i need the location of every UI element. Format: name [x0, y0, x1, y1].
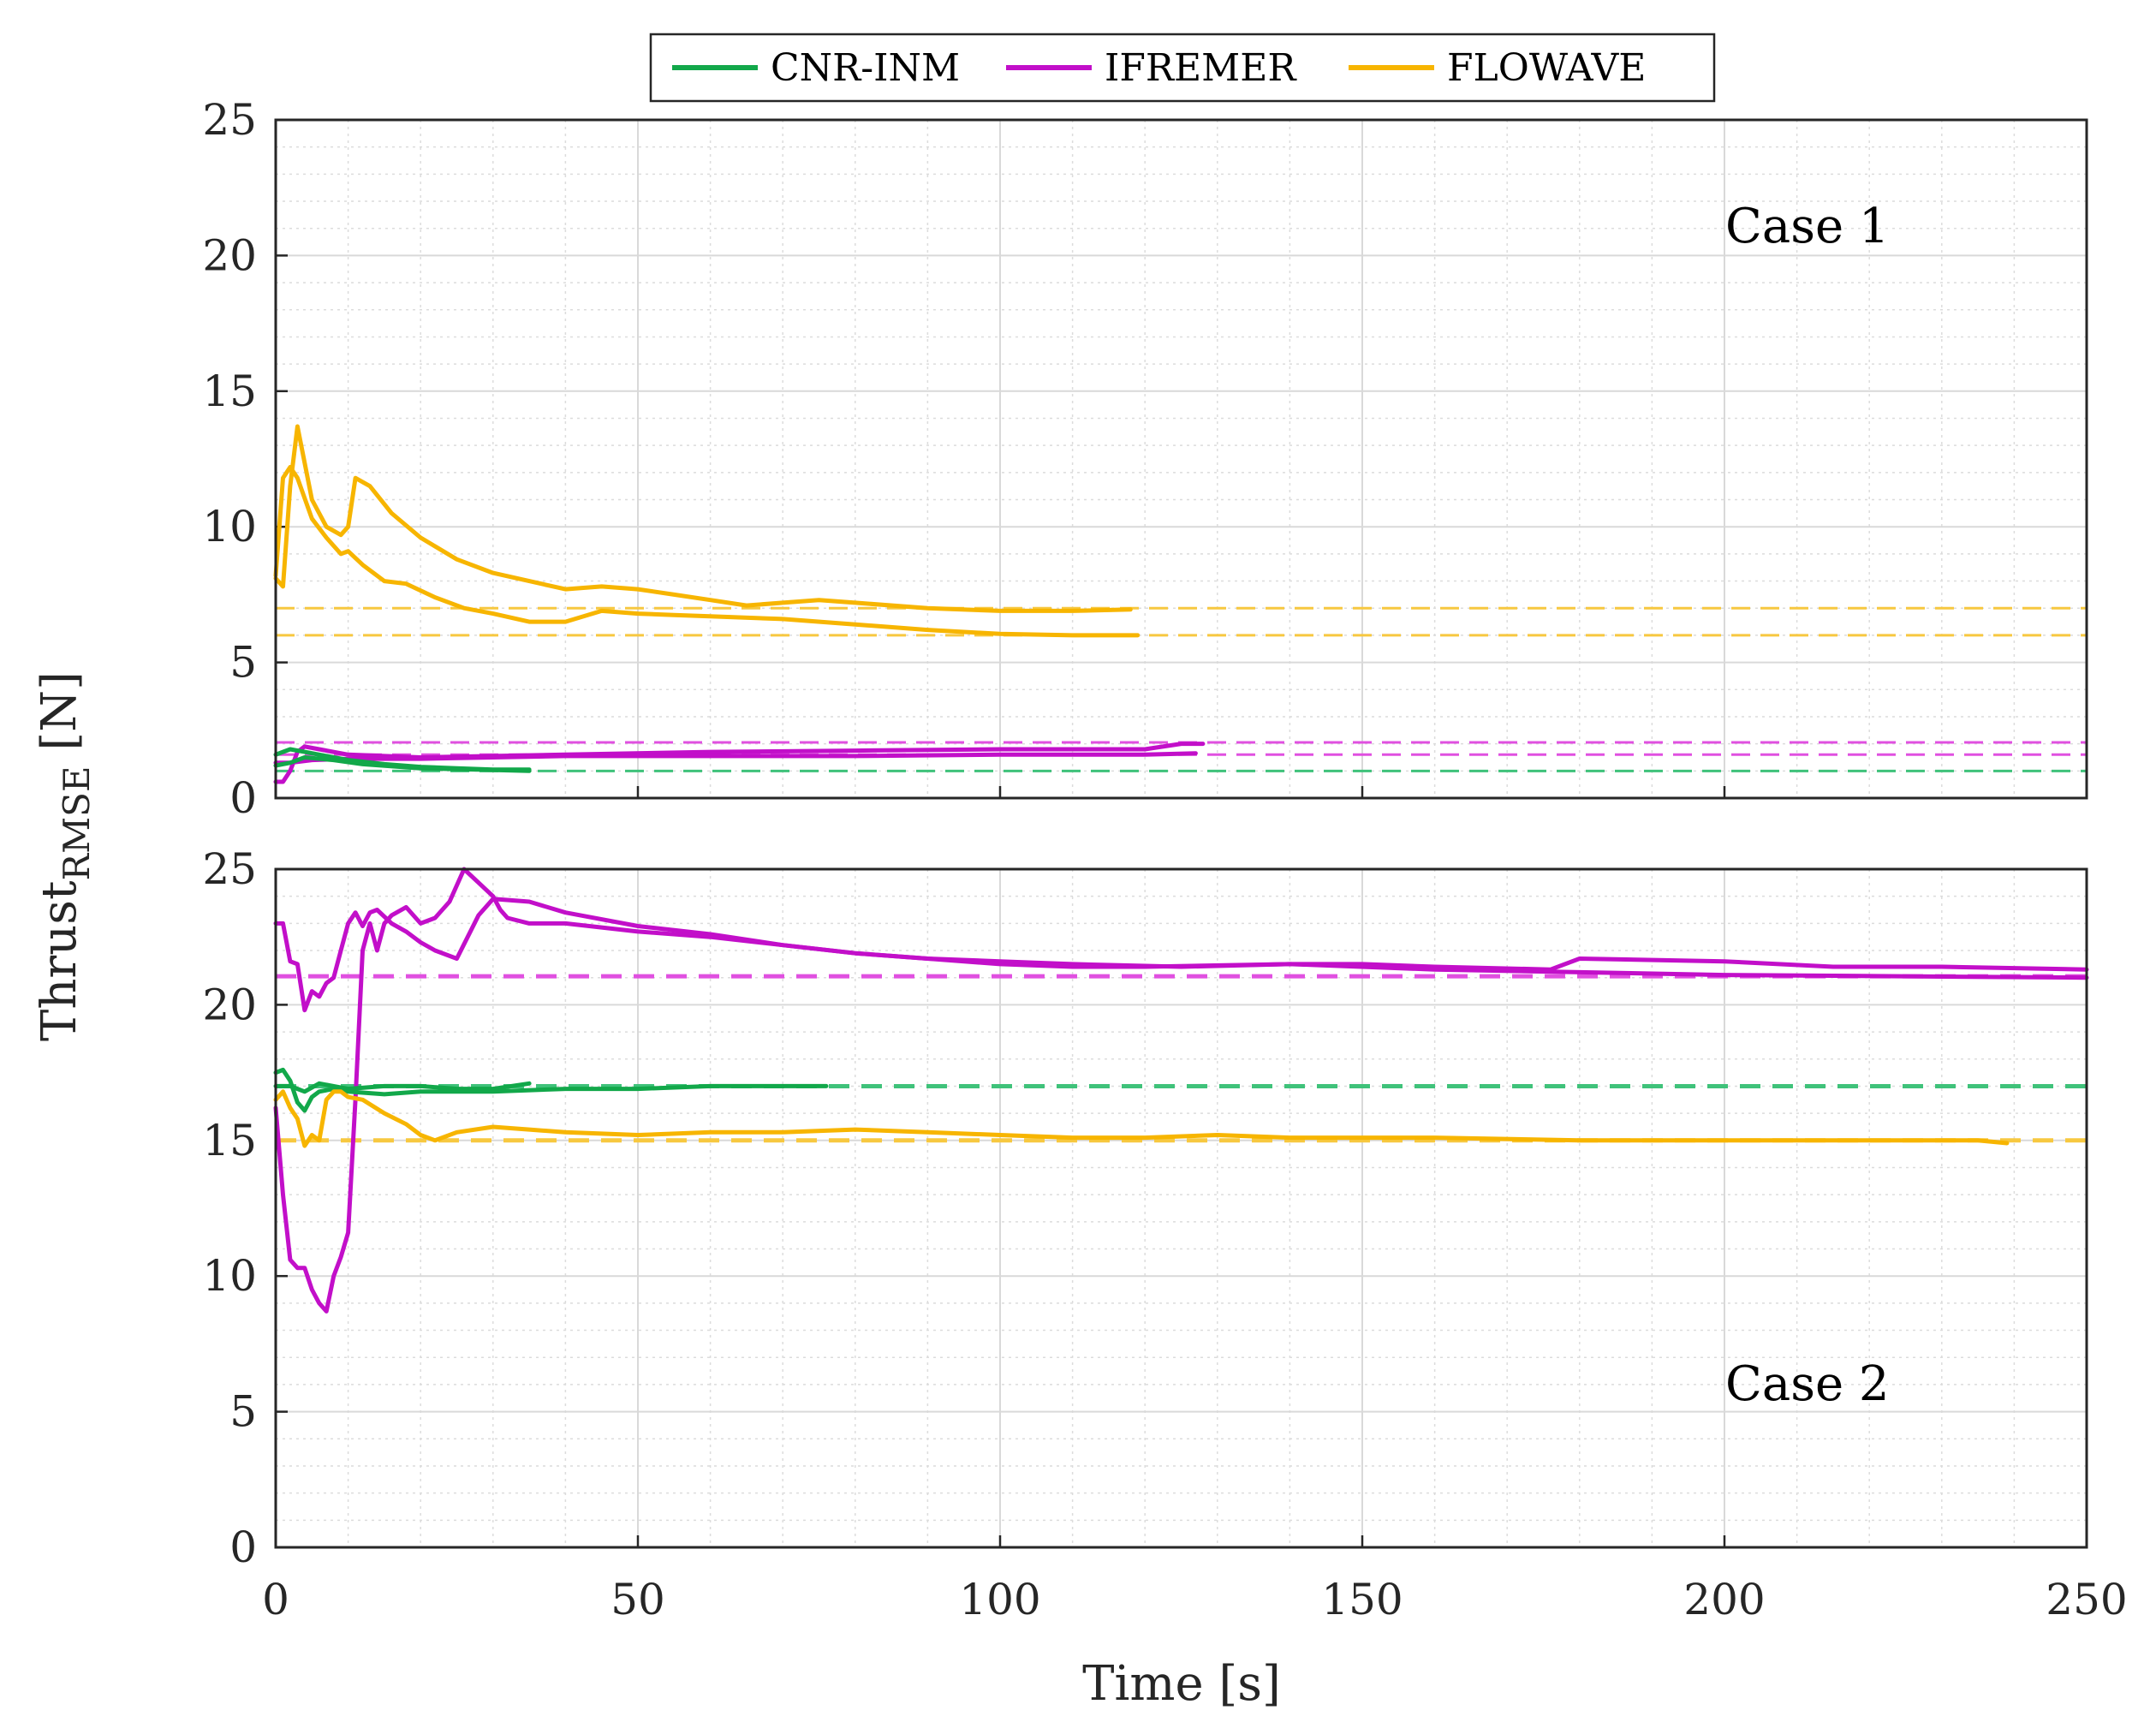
- x-tick-label: 0: [262, 1575, 289, 1624]
- series-line-ifremer: [273, 867, 2089, 1314]
- y-ticks-case-1: 0 5 10 15 20 25: [202, 95, 257, 823]
- x-tick-label: 100: [959, 1575, 1040, 1624]
- axes-box-case-2: [274, 867, 2088, 1549]
- y-tick-label: 0: [229, 1522, 257, 1572]
- legend-label-cnr-inm: CNR-INM: [771, 46, 960, 90]
- y-tick-label: 20: [202, 230, 257, 280]
- panel-case-2: 0 5 10 15 20 25 Case 2: [202, 844, 2089, 1572]
- y-axis-label-unit: [N]: [32, 671, 87, 766]
- y-tick-label: 10: [202, 502, 257, 551]
- axes-box-case-1: [274, 118, 2088, 800]
- plot-area-case-2: [276, 869, 2087, 1547]
- y-axis-label-main: Thrust: [32, 880, 87, 1041]
- series-line-flowave: [273, 424, 1133, 613]
- x-tick-labels: 0 50 100 150 200 250: [262, 1575, 2128, 1624]
- y-tick-label: 5: [229, 638, 257, 688]
- y-tick-label: 15: [202, 366, 257, 416]
- x-tick-label: 50: [610, 1575, 665, 1624]
- series-line-cnr-inm: [273, 755, 532, 773]
- y-tick-label: 20: [202, 980, 257, 1029]
- legend-label-ifremer: IFREMER: [1105, 46, 1297, 90]
- annotation-case-2: Case 2: [1725, 1356, 1890, 1412]
- x-tick-label: 200: [1683, 1575, 1765, 1624]
- panel-case-1: 0 5 10 15 20 25 Case 1: [202, 95, 2088, 823]
- y-axis-label-subscript: RMSE: [56, 766, 98, 880]
- y-tick-label: 15: [202, 1116, 257, 1165]
- y-axis-label: ThrustRMSE [N]: [32, 671, 98, 1041]
- series-line-cnr-inm: [273, 1067, 829, 1113]
- x-tick-label: 250: [2046, 1575, 2127, 1624]
- x-axis-label: Time [s]: [1082, 1656, 1281, 1712]
- legend: CNR-INM IFREMER FLOWAVE: [649, 33, 1716, 103]
- annotation-case-1: Case 1: [1725, 199, 1890, 254]
- series-line-ifremer: [273, 897, 2089, 1013]
- series-line-flowave: [273, 1089, 2010, 1148]
- series-line-cnr-inm: [273, 1081, 532, 1094]
- series-line-ifremer: [273, 751, 1198, 766]
- y-tick-label: 25: [202, 95, 257, 145]
- series-line-flowave: [273, 465, 1141, 638]
- y-tick-label: 25: [202, 844, 257, 894]
- y-tick-label: 0: [229, 773, 257, 823]
- y-tick-label: 10: [202, 1251, 257, 1301]
- x-tick-label: 150: [1321, 1575, 1403, 1624]
- legend-box: [649, 33, 1716, 103]
- plot-area-case-1: [276, 120, 2087, 798]
- y-ticks-case-2: 0 5 10 15 20 25: [202, 844, 257, 1572]
- legend-label-flowave: FLOWAVE: [1447, 46, 1646, 90]
- series-case-1: [273, 424, 1206, 784]
- y-tick-label: 5: [229, 1387, 257, 1437]
- series-case-2: [273, 867, 2089, 1314]
